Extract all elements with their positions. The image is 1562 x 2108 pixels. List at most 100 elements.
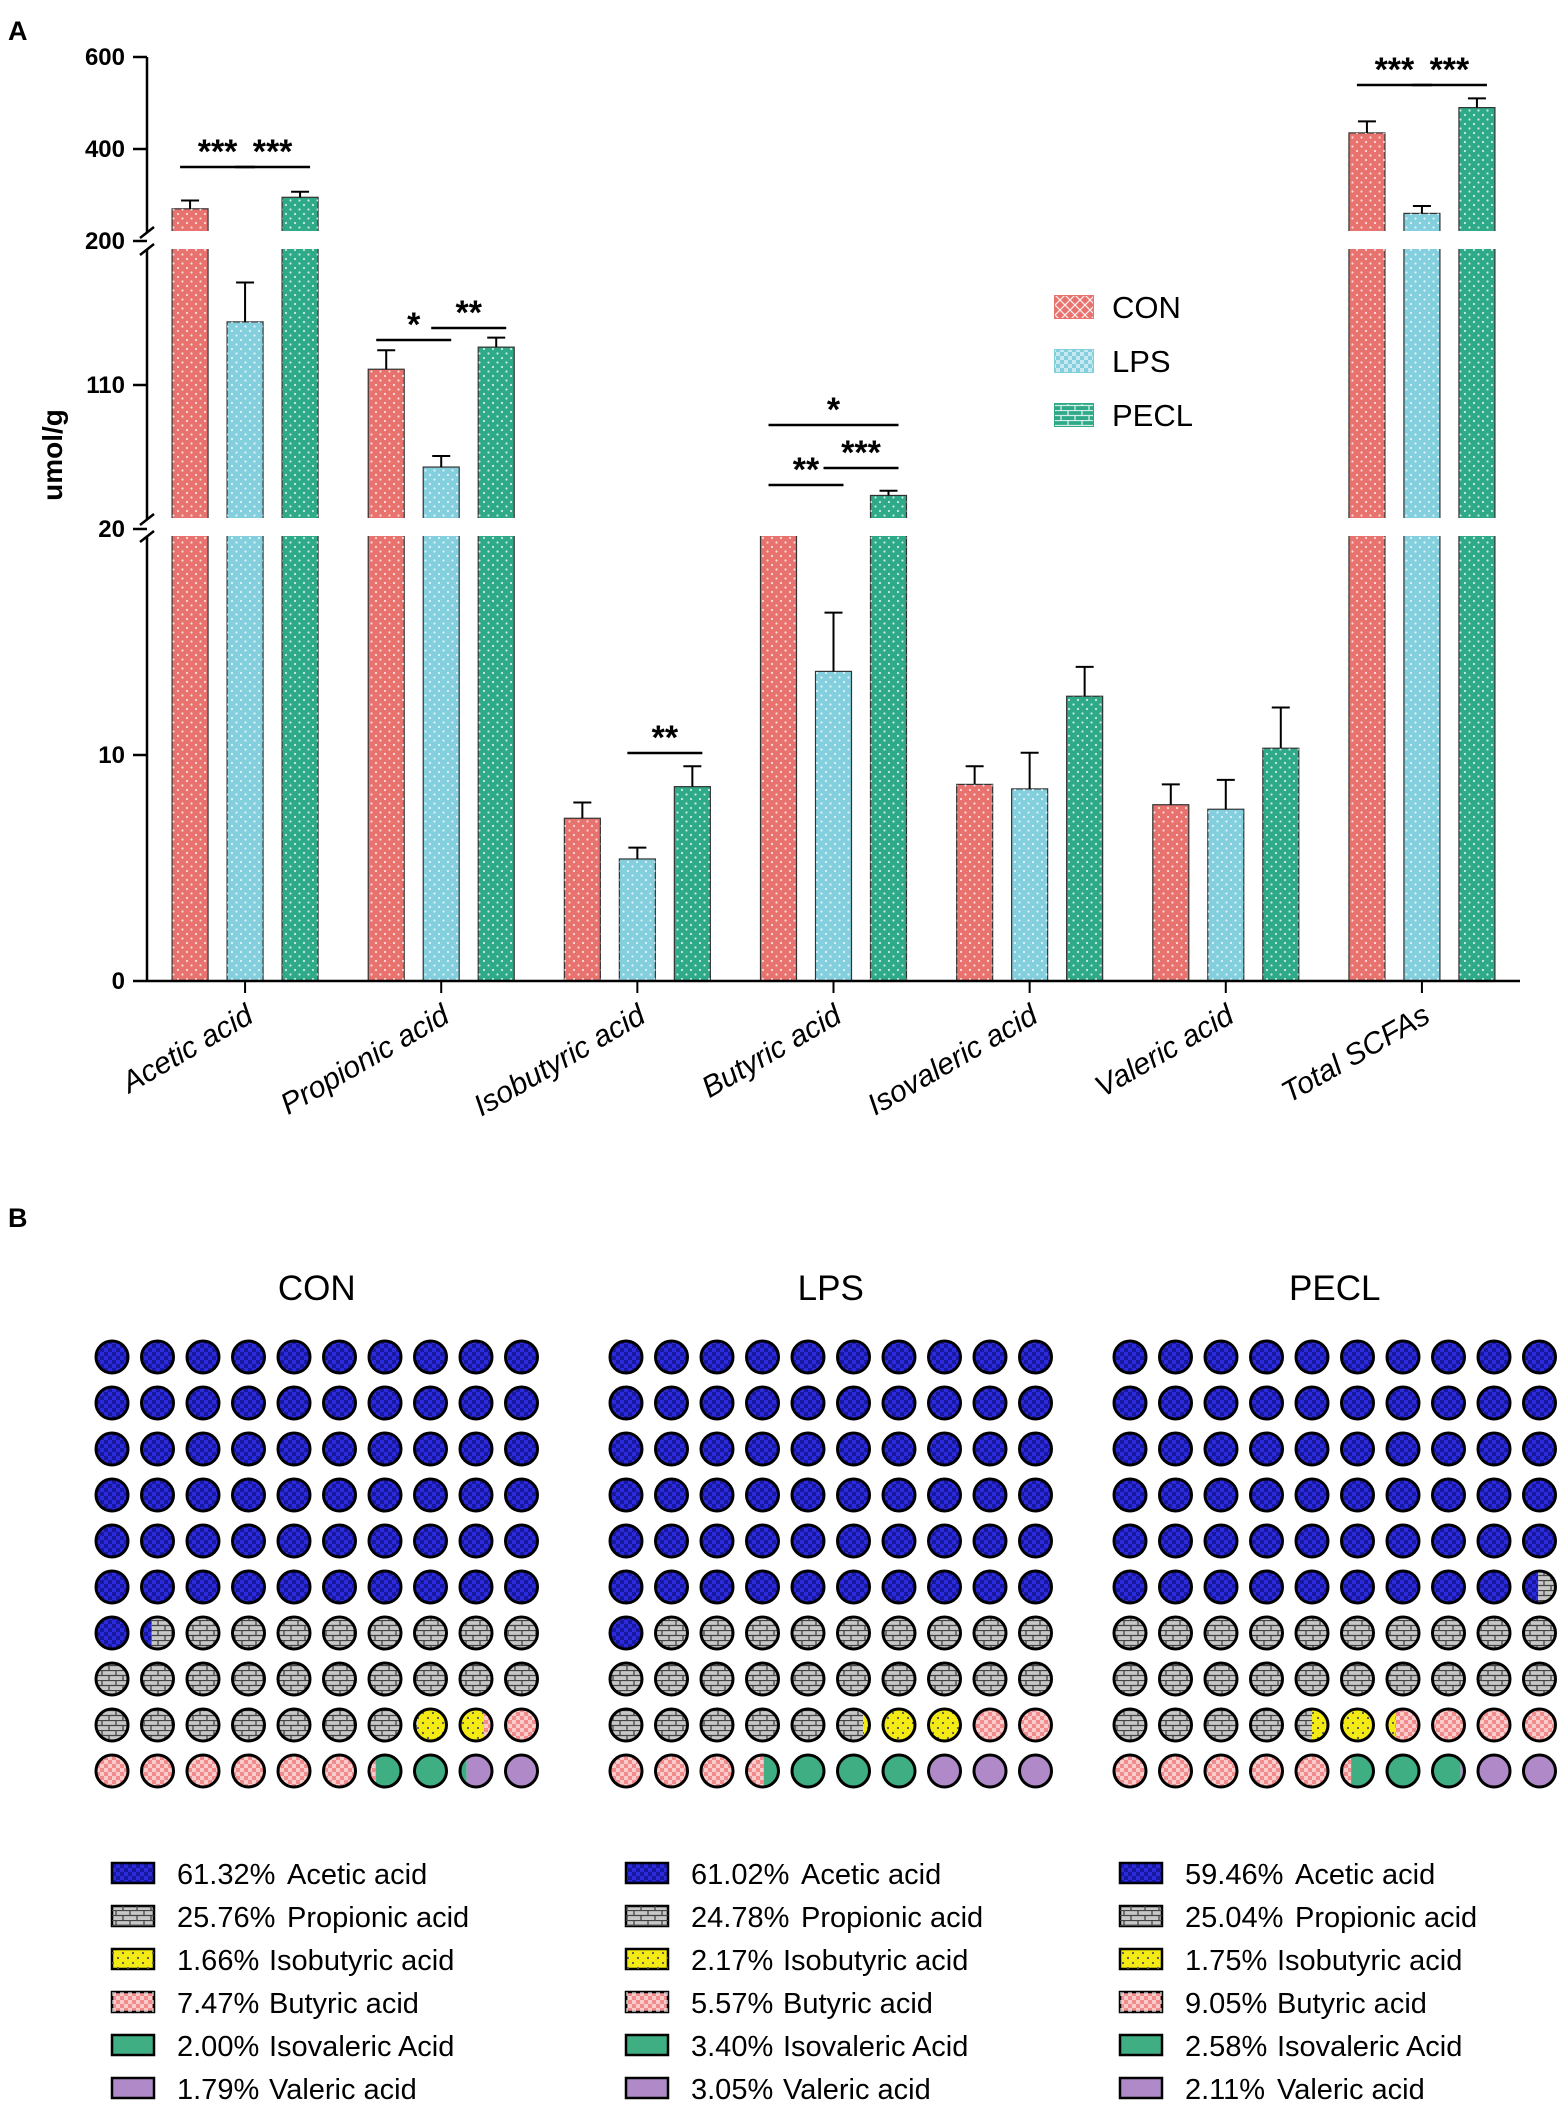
waffle-cell-lps-13	[699, 1385, 735, 1421]
waffle-cell-outline	[140, 1661, 175, 1697]
waffle-cell-outline	[745, 1385, 780, 1421]
waffle-legend-swatch-texture-butyric-acid	[112, 1992, 154, 2012]
waffle-cell-con-40	[504, 1477, 539, 1513]
waffle-cell-outline	[1158, 1431, 1193, 1467]
bar-pecl-valeric-acid-texture	[1262, 748, 1299, 981]
waffle-cell-outline	[654, 1523, 689, 1559]
waffle-cell-outline	[790, 1707, 826, 1743]
waffle-cell-lps-35	[790, 1477, 826, 1513]
waffle-cell-con-94	[231, 1753, 266, 1789]
waffle-cell-pecl-95	[1294, 1753, 1330, 1789]
waffle-cell-outline	[790, 1431, 826, 1467]
waffle-legend-pct-butyric-acid: 9.05%	[1185, 1988, 1267, 2020]
waffle-cell-con-81	[94, 1707, 130, 1743]
waffle-legend-label-isobutyric-acid: Isobutyric acid	[783, 1945, 968, 1977]
waffle-cell-con-92	[140, 1753, 175, 1789]
waffle-cell-con-4	[231, 1339, 266, 1375]
waffle-cell-con-95	[276, 1753, 312, 1789]
bar-lps-isovaleric-acid-texture	[1011, 788, 1048, 981]
waffle-cell-outline	[654, 1615, 689, 1651]
waffle-cell-outline	[413, 1661, 448, 1697]
waffle-cell-outline	[1018, 1707, 1053, 1743]
waffle-cell-pecl-68	[1431, 1615, 1466, 1651]
bar-con-isobutyric-acid-texture	[564, 818, 601, 981]
waffle-cell-pecl-43	[1203, 1523, 1239, 1559]
waffle-cell-outline	[836, 1661, 871, 1697]
waffle-cell-con-27	[367, 1431, 403, 1467]
significance-label-7: ***	[841, 434, 881, 472]
waffle-cell-pecl-22	[1158, 1431, 1193, 1467]
waffle-cell-pecl-81	[1112, 1707, 1148, 1743]
waffle-cell-con-90	[504, 1707, 539, 1743]
waffle-cell-lps-56	[836, 1569, 871, 1605]
waffle-cell-outline	[1522, 1523, 1557, 1559]
waffle-cell-outline	[276, 1339, 312, 1375]
waffle-cell-lps-12	[654, 1385, 689, 1421]
waffle-cell-pecl-61	[1112, 1615, 1148, 1651]
waffle-cell-outline	[1203, 1385, 1239, 1421]
y-tick-label-10: 10	[98, 742, 125, 769]
waffle-pecl: PECL 59.46% Acetic acid 25.04% Propionic aci…	[1112, 1269, 1557, 2106]
x-tick-label-isobutyric-acid: Isobutyric acid	[468, 998, 652, 1123]
waffle-cell-outline	[1158, 1707, 1193, 1743]
waffle-cell-lps-90	[1018, 1707, 1053, 1743]
waffle-cell-outline	[1431, 1753, 1466, 1789]
waffle-cell-outline	[699, 1339, 735, 1375]
waffle-cell-con-24	[231, 1431, 266, 1467]
waffle-cell-pecl-23	[1203, 1431, 1239, 1467]
significance-label-6: **	[793, 451, 820, 489]
waffle-cell-pecl-20	[1522, 1385, 1557, 1421]
waffle-cell-outline	[140, 1707, 175, 1743]
waffle-cell-fill-isovaleric-acid	[763, 1755, 779, 1787]
waffle-legend-pct-valeric-acid: 1.79%	[177, 2074, 259, 2106]
waffle-cell-outline	[413, 1385, 448, 1421]
waffle-cell-con-84	[231, 1707, 266, 1743]
waffle-cell-outline	[231, 1523, 266, 1559]
waffle-cell-outline	[1203, 1431, 1239, 1467]
waffle-cell-outline	[1158, 1339, 1193, 1375]
waffle-cell-con-62	[140, 1615, 175, 1651]
waffle-cell-lps-81	[608, 1707, 644, 1743]
waffle-cell-outline	[413, 1339, 448, 1375]
waffle-cell-texture-butyric-acid	[746, 1755, 764, 1787]
waffle-cell-lps-41	[608, 1523, 644, 1559]
waffle-cell-pecl-88	[1431, 1707, 1466, 1743]
waffle-cell-lps-49	[972, 1523, 1008, 1559]
waffle-cell-outline	[1431, 1615, 1466, 1651]
waffle-cell-pecl-47	[1385, 1523, 1421, 1559]
waffle-cell-outline	[504, 1615, 539, 1651]
waffle-cell-outline	[1018, 1385, 1053, 1421]
waffle-cell-pecl-74	[1249, 1661, 1284, 1697]
waffle-cell-con-16	[322, 1385, 357, 1421]
waffle-cell-outline	[367, 1753, 403, 1789]
waffle-cell-pecl-70	[1522, 1615, 1557, 1651]
waffle-cell-outline	[413, 1707, 448, 1743]
waffle-cell-lps-62	[654, 1615, 689, 1651]
waffle-cell-outline	[140, 1569, 175, 1605]
waffle-cell-pecl-9	[1476, 1339, 1512, 1375]
waffle-cell-outline	[1018, 1523, 1053, 1559]
waffle-chart: CON 61.32% Acetic acid 25.76% Propionic acid…	[94, 1269, 1557, 2106]
waffle-cell-outline	[1476, 1615, 1512, 1651]
waffle-cell-pecl-86	[1340, 1707, 1375, 1743]
waffle-cell-outline	[1249, 1753, 1284, 1789]
waffle-cell-pecl-11	[1112, 1385, 1148, 1421]
waffle-cell-lps-95	[790, 1753, 826, 1789]
waffle-cell-lps-18	[927, 1385, 962, 1421]
waffle-cell-pecl-48	[1431, 1523, 1466, 1559]
waffle-cell-con-28	[413, 1431, 448, 1467]
waffle-cell-lps-94	[745, 1753, 780, 1789]
waffle-cell-con-65	[276, 1615, 312, 1651]
significance-label-8: ***	[1375, 51, 1415, 89]
waffle-cell-lps-57	[881, 1569, 917, 1605]
waffle-con: CON 61.32% Acetic acid 25.76% Propionic acid…	[94, 1269, 539, 2106]
waffle-cell-outline	[94, 1431, 130, 1467]
waffle-cell-pecl-28	[1431, 1431, 1466, 1467]
waffle-cell-con-39	[458, 1477, 494, 1513]
bar-lps-valeric-acid-texture	[1207, 809, 1244, 981]
waffle-legend-label-valeric-acid: Valeric acid	[269, 2074, 417, 2106]
waffle-cell-outline	[367, 1661, 403, 1697]
y-tick-label-600: 600	[85, 44, 125, 71]
waffle-legend-swatch-texture-propionic-acid	[112, 1906, 154, 1926]
waffle-cell-pecl-46	[1340, 1523, 1375, 1559]
